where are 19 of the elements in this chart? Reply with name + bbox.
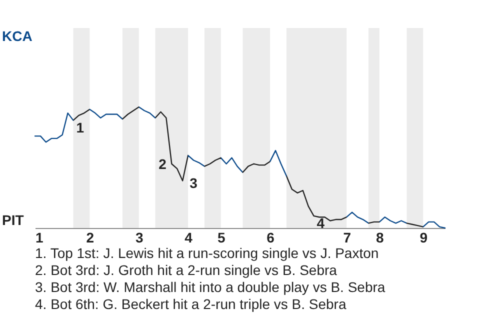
x-tick-label: 9 — [420, 230, 428, 246]
x-tick-label: 7 — [343, 230, 352, 246]
x-tick-label: 6 — [266, 230, 275, 246]
text: 1. Top 1st: J. Lewis hit a run-scoring single vs J. Paxton — [35, 245, 380, 262]
x-tick-label: 1 — [36, 230, 44, 246]
x-tick-label: 5 — [217, 230, 226, 246]
text: 2. Bot 3rd: J. Groth hit a 2-run single vs B. Sebra — [35, 262, 338, 279]
annotation: 2 — [158, 156, 167, 172]
x-tick-label: 8 — [376, 230, 384, 246]
annotation: 3 — [190, 174, 198, 191]
text: 3. Bot 3rd: W. Marshall hit into a double play vs B. Sebra — [35, 279, 386, 296]
annotation: 4 — [316, 214, 325, 231]
x-tick-label: 4 — [184, 230, 193, 246]
x-tick-label: 2 — [86, 230, 94, 246]
text: 4. Bot 6th: G. Beckert hit a 2-run triple vs B. Sebra — [35, 296, 348, 313]
annotation: 1 — [76, 119, 84, 136]
text: KCA — [2, 28, 32, 44]
x-tick-label: 3 — [135, 230, 144, 246]
text: PIT — [2, 212, 24, 228]
